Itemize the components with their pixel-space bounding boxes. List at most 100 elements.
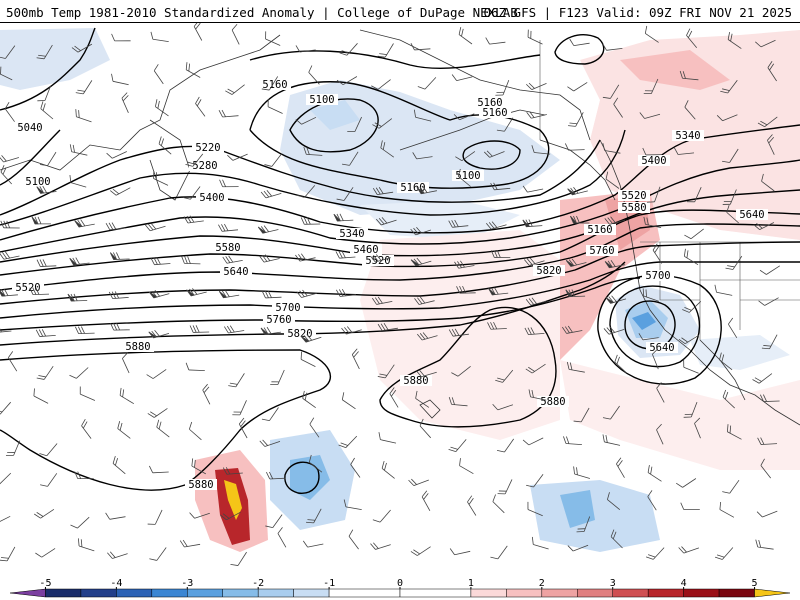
wind-barb — [296, 289, 318, 298]
wind-barb — [202, 383, 211, 405]
colorbar-segment — [80, 588, 117, 598]
contour-label: 5640 — [739, 209, 764, 221]
cold-anomaly-south-core — [290, 455, 330, 500]
wind-barb — [260, 190, 282, 199]
wind-barb — [562, 325, 583, 334]
wind-barb — [728, 317, 738, 339]
wind-barb — [370, 542, 391, 550]
wind-barb — [567, 82, 588, 92]
contour-5280 — [0, 129, 626, 226]
wind-barb — [69, 367, 89, 379]
wind-barb — [149, 465, 169, 474]
contour-label-bg — [192, 142, 224, 153]
wind-barb — [563, 436, 582, 445]
wind-barb — [181, 256, 201, 265]
wind-barb — [375, 217, 397, 226]
wind-barb — [610, 529, 623, 549]
contour-5100-alaska — [289, 98, 379, 153]
wind-barb — [185, 62, 201, 78]
wind-barb — [149, 547, 167, 561]
coastlines — [0, 29, 800, 426]
wind-barb — [69, 175, 87, 188]
wind-barb — [37, 85, 52, 102]
wind-barb — [119, 387, 135, 405]
wind-barb — [377, 43, 394, 58]
wind-barb — [483, 150, 505, 158]
contour-cutoff-low-3 — [597, 274, 722, 385]
contour-label: 5880 — [125, 341, 150, 353]
contour-label: 5100 — [309, 94, 334, 106]
wind-barb — [105, 512, 126, 520]
contour-5460 — [0, 189, 800, 263]
wind-barb — [683, 359, 699, 374]
contour-label-bg — [212, 242, 244, 253]
wind-barb — [722, 189, 737, 205]
wind-barb — [109, 187, 131, 196]
wind-barb — [277, 527, 287, 548]
coastline-us-west — [629, 229, 800, 426]
wind-barb — [230, 551, 247, 566]
wind-barb — [485, 221, 507, 230]
wind-barb — [758, 297, 779, 306]
wind-barb — [722, 148, 739, 163]
wind-barb — [112, 456, 126, 475]
wind-barb — [189, 512, 210, 519]
wind-barb — [381, 460, 395, 479]
wind-barb — [372, 187, 394, 196]
wind-barb — [492, 494, 505, 514]
contour-5520 — [0, 209, 800, 276]
wind-barb — [259, 254, 280, 263]
contour-label-bg — [196, 192, 228, 203]
wind-barb — [451, 365, 471, 377]
wind-barb — [528, 389, 547, 401]
anomaly-shading — [0, 28, 800, 552]
wind-barb — [755, 539, 774, 550]
wind-barb — [79, 386, 96, 401]
wind-barb — [339, 43, 358, 56]
colorbar-segment — [612, 588, 649, 598]
wind-barb — [496, 117, 514, 132]
wind-barb — [75, 109, 92, 123]
wind-barb — [565, 289, 586, 298]
wind-barb — [644, 25, 659, 43]
contour-label-bg — [736, 209, 768, 220]
wind-barb — [341, 392, 356, 410]
wind-barb — [448, 219, 469, 228]
contour-5100-west — [0, 129, 61, 186]
wind-barb — [683, 248, 699, 266]
wind-barb — [605, 295, 627, 304]
wind-barb — [36, 259, 57, 267]
wind-barb — [40, 101, 54, 120]
cold-anomaly-southeast-core — [560, 490, 595, 528]
wind-barb — [753, 222, 775, 230]
wind-barb — [195, 96, 206, 117]
colorbar-segment — [293, 588, 330, 598]
contour-label-bg — [474, 97, 506, 108]
wind-barb — [757, 116, 778, 128]
wind-barb — [604, 260, 626, 269]
wind-barb — [265, 31, 281, 46]
wind-barb — [0, 325, 12, 333]
contour-label-bg — [672, 130, 704, 141]
wind-barb — [408, 478, 429, 487]
wind-barb — [531, 536, 549, 550]
wind-barb — [0, 515, 11, 524]
wind-barb — [485, 37, 506, 45]
wind-barb — [645, 547, 665, 560]
colorbar-segment — [116, 588, 153, 598]
wind-barb — [638, 333, 659, 341]
wind-barb — [524, 327, 545, 336]
wind-barb — [146, 369, 167, 379]
wind-barb — [757, 437, 778, 445]
colorbar-segment — [647, 588, 684, 598]
warm-anomaly-east-pacific — [560, 360, 800, 470]
wind-barb — [188, 421, 202, 441]
contour-cutoff-low-2 — [609, 285, 701, 368]
contour-5400 — [0, 159, 800, 253]
contour-label: 5400 — [199, 192, 224, 204]
cold-anomaly-cutoff-center — [632, 312, 656, 330]
wind-barb — [567, 544, 589, 552]
wind-barb — [193, 23, 203, 41]
wind-barb — [527, 29, 543, 45]
wind-barb — [222, 255, 243, 264]
